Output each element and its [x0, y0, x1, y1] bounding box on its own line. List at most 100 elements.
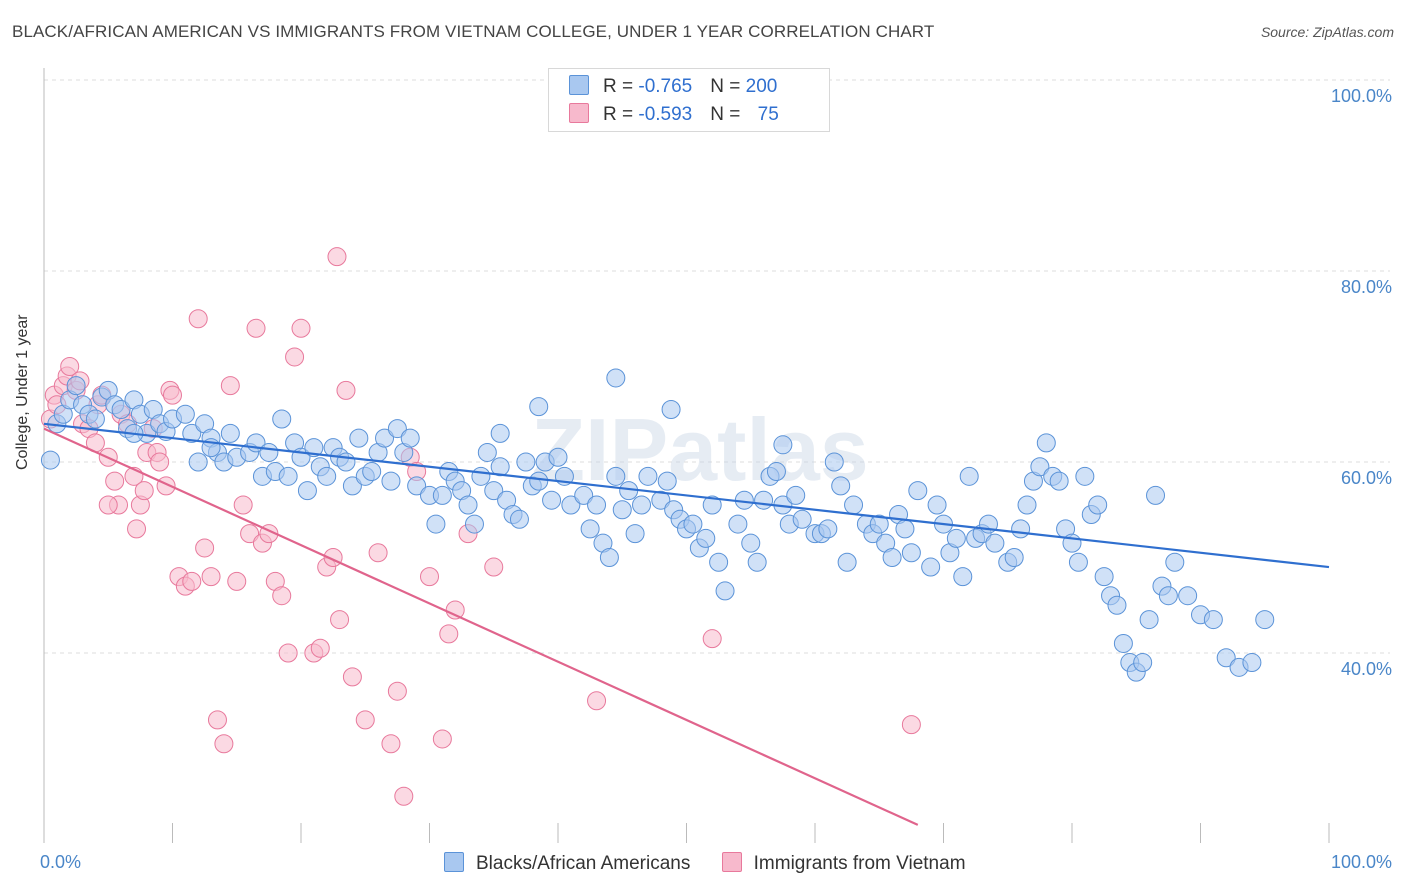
- vietnam-point: [214, 734, 234, 754]
- vietnam-point: [195, 538, 215, 558]
- black-point: [766, 462, 786, 482]
- black-point: [490, 457, 510, 477]
- black-point: [349, 428, 369, 448]
- black-point: [85, 409, 105, 429]
- trend-line-vietnam: [43, 427, 919, 826]
- black-point: [259, 442, 279, 462]
- black-point: [1036, 433, 1056, 453]
- vietnam-point: [445, 600, 465, 620]
- black-point: [188, 452, 208, 472]
- black-point: [182, 423, 202, 443]
- vietnam-point: [327, 247, 347, 267]
- black-point: [908, 481, 928, 501]
- vietnam-point: [901, 715, 921, 735]
- black-point: [661, 399, 681, 419]
- black-point: [477, 442, 497, 462]
- vietnam-point: [134, 481, 154, 501]
- black-point: [837, 552, 857, 572]
- black-point: [1139, 610, 1159, 630]
- black-point: [985, 533, 1005, 553]
- vietnam-point: [368, 543, 388, 563]
- n-value: 200: [745, 76, 778, 97]
- black-point: [844, 495, 864, 515]
- black-point: [1075, 466, 1095, 486]
- black-point: [959, 466, 979, 486]
- black-point: [317, 466, 337, 486]
- black-point: [1158, 586, 1178, 606]
- r-value: -0.593: [638, 104, 693, 125]
- black-point: [632, 495, 652, 515]
- black-point: [490, 423, 510, 443]
- black-point: [657, 471, 677, 491]
- r-value: -0.765: [638, 76, 693, 97]
- black-point: [587, 495, 607, 515]
- black-point: [953, 567, 973, 587]
- black-point: [548, 447, 568, 467]
- black-point: [375, 428, 395, 448]
- y-tick-40: 40.0%: [1340, 659, 1392, 679]
- black-point: [1011, 519, 1031, 539]
- black-point: [407, 476, 427, 496]
- black-point: [574, 485, 594, 505]
- black-point: [471, 466, 491, 486]
- black-point: [773, 435, 793, 455]
- black-point: [901, 543, 921, 563]
- black-point: [709, 552, 729, 572]
- vietnam-point: [127, 519, 147, 539]
- series-legend: Blacks/African Americans Immigrants from…: [444, 852, 992, 875]
- legend-label: Immigrants from Vietnam: [753, 853, 966, 874]
- black-point: [1113, 633, 1133, 653]
- source-credit: Source: ZipAtlas.com: [1260, 24, 1394, 40]
- pink-swatch: [569, 103, 589, 123]
- black-point: [651, 490, 671, 510]
- black-point: [1049, 471, 1069, 491]
- vietnam-point: [291, 318, 311, 338]
- black-point: [400, 428, 420, 448]
- vietnam-point: [484, 557, 504, 577]
- x-tick-0: 0.0%: [40, 852, 82, 872]
- vietnam-point: [439, 624, 459, 644]
- black-point: [580, 519, 600, 539]
- vietnam-point: [285, 347, 305, 367]
- black-point: [297, 481, 317, 501]
- vietnam-point: [240, 524, 260, 544]
- chart-title: BLACK/AFRICAN AMERICAN VS IMMIGRANTS FRO…: [12, 22, 935, 41]
- n-label: N =: [710, 76, 746, 97]
- vietnam-point: [336, 380, 356, 400]
- black-point: [1216, 648, 1236, 668]
- trend-lines: [43, 422, 1330, 826]
- x-tick-100: 100.0%: [1330, 852, 1392, 872]
- vietnam-point: [420, 567, 439, 587]
- legend-item-black: Blacks/African Americans: [444, 852, 690, 875]
- black-point: [387, 419, 407, 439]
- black-point: [304, 438, 324, 458]
- blue-swatch: [569, 75, 589, 95]
- black-point: [818, 519, 838, 539]
- black-point: [561, 495, 581, 515]
- vietnam-point: [702, 629, 722, 649]
- black-point: [1088, 495, 1108, 515]
- black-point: [1068, 552, 1088, 572]
- black-point: [786, 485, 806, 505]
- black-point: [612, 500, 632, 520]
- black-point: [272, 409, 292, 429]
- black-point: [921, 557, 941, 577]
- vietnam-point: [587, 691, 607, 711]
- black-point: [946, 528, 966, 548]
- black-point: [702, 495, 722, 515]
- black-point: [66, 376, 86, 396]
- black-point: [1178, 586, 1198, 606]
- black-point: [1004, 548, 1024, 567]
- black-point: [1030, 457, 1050, 477]
- r-label: R =: [603, 76, 639, 97]
- black-point: [882, 548, 902, 567]
- y-tick-60: 60.0%: [1340, 468, 1392, 488]
- black-point: [342, 476, 362, 496]
- vietnam-point: [207, 710, 227, 730]
- black-point: [464, 514, 484, 534]
- vietnam-point: [381, 734, 401, 754]
- black-point: [599, 548, 619, 567]
- black-point: [824, 452, 844, 472]
- black-point: [869, 514, 889, 534]
